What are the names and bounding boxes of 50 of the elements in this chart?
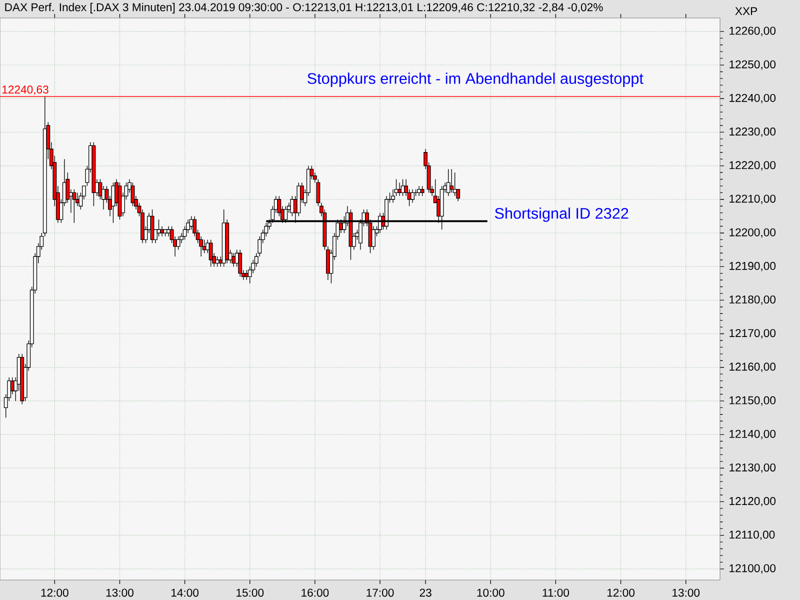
x-tick-label: 13:00 xyxy=(106,588,134,597)
y-tick-label: 12200,00 xyxy=(730,228,776,238)
candlestick xyxy=(450,168,454,194)
y-tick-label: 12170,00 xyxy=(730,329,776,338)
candlestick xyxy=(372,226,376,250)
x-tick-label: 12:00 xyxy=(607,588,635,597)
y-tick-label: 12110,00 xyxy=(730,530,775,540)
y-tick-label: 12120,00 xyxy=(730,497,776,506)
y-tick-label: 12230,00 xyxy=(730,128,776,137)
x-tick-label: 13:00 xyxy=(672,588,700,597)
x-tick-label: 14:00 xyxy=(171,588,199,597)
x-tick-label: 12:00 xyxy=(41,588,68,597)
x-tick-label: 17:00 xyxy=(366,588,394,597)
y-tick-label: 12100,00 xyxy=(730,564,776,574)
chart-title: DAX Perf. Index [.DAX 3 Minuten] 23.04.2019 09:30:00 - xyxy=(5,2,289,14)
y-tick-label: 12190,00 xyxy=(730,262,776,272)
candlestick xyxy=(166,226,170,237)
candlestick xyxy=(446,168,450,196)
candlestick xyxy=(420,186,424,196)
y-tick-label: 12210,00 xyxy=(730,194,776,204)
candlestick xyxy=(160,226,164,237)
candlestick xyxy=(410,188,415,204)
x-tick-label: 11:00 xyxy=(542,588,570,597)
y-tick-label: 12150,00 xyxy=(730,396,776,406)
y-axis-title: XXP xyxy=(735,7,758,16)
candlestick xyxy=(316,178,320,206)
y-tick-label: 12220,00 xyxy=(730,161,776,170)
candlestick xyxy=(417,186,422,196)
x-tick-label: 16:00 xyxy=(302,588,329,597)
candlestick xyxy=(176,236,180,250)
y-tick-label: 12240,00 xyxy=(730,94,776,104)
candlestick xyxy=(72,188,76,224)
candlestick xyxy=(398,182,402,196)
y-tick-label: 12130,00 xyxy=(730,463,776,473)
y-tick-label: 12250,00 xyxy=(730,60,776,70)
ref-line-label: 12240,63 xyxy=(2,86,48,95)
x-tick-label: 10:00 xyxy=(477,588,504,597)
candlestick xyxy=(208,239,213,267)
x-tick-label: 23 xyxy=(420,588,432,597)
y-tick-label: 12160,00 xyxy=(730,362,776,372)
y-tick-label: 12260,00 xyxy=(730,26,776,36)
chart-subtitle: O:12213,01 H:12213,01 L:12209,46 C:12210,32 -2,84 -0,02% xyxy=(293,3,603,13)
annotation: Shortsignal ID 2322 xyxy=(494,208,628,222)
y-tick-label: 12140,00 xyxy=(730,430,776,440)
x-tick-label: 15:00 xyxy=(236,588,264,597)
annotation: Stoppkurs erreicht - im Abendhandel ausgestoppt xyxy=(308,72,644,87)
candlestick xyxy=(232,252,236,267)
candlestick xyxy=(244,270,249,280)
candlestick xyxy=(238,249,242,277)
y-tick-label: 12180,00 xyxy=(730,296,776,305)
